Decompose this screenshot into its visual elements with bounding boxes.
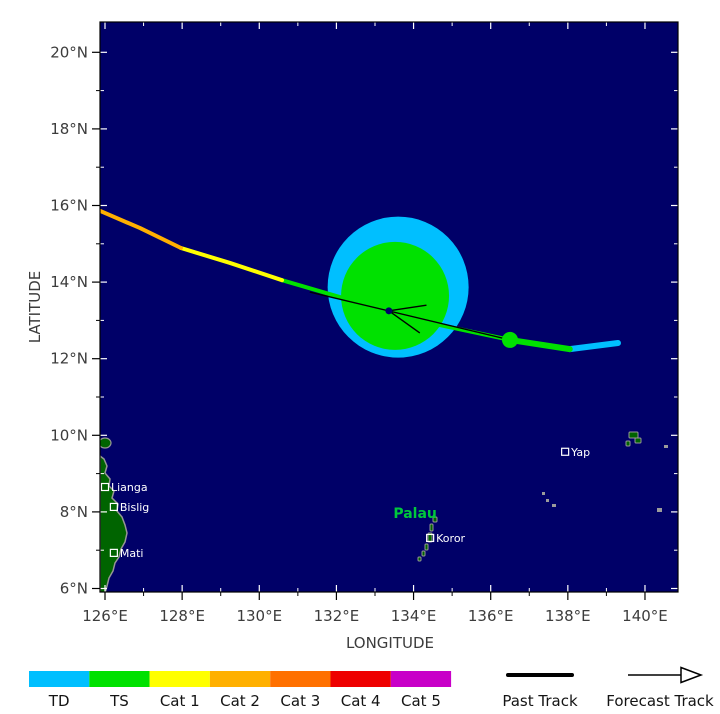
- forecast-arrowhead-barb: [388, 310, 421, 334]
- legend-swatch-cat-3: [270, 671, 331, 687]
- palau-islet: [432, 516, 438, 523]
- city-label-koror: Koror: [436, 532, 465, 545]
- x-tick-label: 128°E: [159, 607, 205, 625]
- current-position-marker: [501, 331, 518, 348]
- legend-label-cat-2: Cat 2: [220, 692, 260, 710]
- city-marker-koror: [426, 533, 435, 543]
- past-track-segment: [566, 339, 621, 353]
- y-tick-label: 14°N: [50, 273, 88, 291]
- legend-label-cat-3: Cat 3: [280, 692, 320, 710]
- city-label-mati: Mati: [120, 547, 144, 560]
- x-tick-label: 130°E: [236, 607, 282, 625]
- city-label-bislig: Bislig: [120, 501, 149, 514]
- city-marker-bislig: [109, 502, 118, 512]
- forecast-track-line: [309, 291, 511, 341]
- legend-swatch-cat-5: [390, 671, 452, 687]
- city-marker-lianga: [100, 482, 110, 492]
- legend-label-forecast-track: Forecast Track: [606, 692, 714, 710]
- legend-swatch-cat-2: [209, 671, 271, 687]
- islet-speck: [664, 445, 668, 448]
- islet-speck: [546, 499, 549, 502]
- y-tick-label: 16°N: [50, 197, 88, 215]
- palau-islet: [421, 550, 426, 557]
- yap-islet: [625, 440, 631, 447]
- plot-border: [99, 21, 679, 593]
- palau-islet: [417, 556, 422, 562]
- x-tick-label: 140°E: [622, 607, 668, 625]
- y-tick-label: 10°N: [50, 426, 88, 444]
- islet-speck: [542, 492, 545, 495]
- legend-swatch-cat-1: [149, 671, 210, 687]
- wind-radius-inner-circle: [341, 241, 450, 350]
- city-label-yap: Yap: [570, 446, 590, 459]
- forecast-arrowhead-barb: [388, 304, 427, 312]
- x-tick-label: 132°E: [314, 607, 360, 625]
- x-tick-label: 138°E: [545, 607, 591, 625]
- past-track-segment: [506, 336, 573, 353]
- x-axis-title: LONGITUDE: [346, 634, 434, 652]
- forecast-track-segment: [178, 246, 285, 283]
- legend-swatch-cat-4: [330, 671, 391, 687]
- y-tick-label: 12°N: [50, 350, 88, 368]
- y-axis-title: LATITUDE: [26, 271, 44, 344]
- legend-label-ts: TS: [109, 692, 129, 710]
- islet-speck: [552, 504, 556, 507]
- city-marker-mati: [109, 548, 118, 557]
- legend-label-past-track: Past Track: [502, 692, 578, 710]
- y-tick-label: 20°N: [50, 43, 88, 61]
- legend-swatch-ts: [89, 671, 150, 687]
- forecast-arrowhead-sample: [680, 666, 704, 684]
- city-marker-yap: [561, 447, 570, 456]
- x-tick-label: 126°E: [82, 607, 128, 625]
- forecast-track-segment: [100, 208, 183, 251]
- yap-islet: [634, 437, 642, 444]
- region-label-palau: Palau: [393, 506, 437, 522]
- legend-label-cat-1: Cat 1: [160, 692, 200, 710]
- legend-label-cat-5: Cat 5: [401, 692, 441, 710]
- axes: LONGITUDE LATITUDE 126°E 128°E 130°E 132°E 1…: [26, 21, 679, 652]
- map-plot-area: Lianga Bislig Mati Koror Yap Palau: [100, 22, 678, 592]
- y-tick-label: 6°N: [60, 580, 88, 598]
- islet-speck: [657, 508, 662, 512]
- forecast-position-marker: [385, 307, 393, 315]
- palau-islet: [424, 543, 429, 551]
- palau-islet: [429, 523, 434, 532]
- x-tick-label: 136°E: [468, 607, 514, 625]
- legend-swatch-td: [29, 671, 90, 687]
- y-tick-label: 18°N: [50, 120, 88, 138]
- x-tick-label: 134°E: [391, 607, 437, 625]
- y-tick-label: 8°N: [60, 503, 88, 521]
- clipped-map-content: Lianga Bislig Mati Koror Yap Palau: [100, 208, 668, 592]
- legend-label-td: TD: [48, 692, 70, 710]
- city-label-lianga: Lianga: [111, 481, 148, 494]
- yap-islet: [628, 431, 639, 439]
- small-island: [100, 437, 112, 449]
- legend-label-cat-4: Cat 4: [341, 692, 381, 710]
- legend: TD TS Cat 1 Cat 2 Cat 3 Cat 4 Cat 5 Past Track F…: [29, 666, 714, 710]
